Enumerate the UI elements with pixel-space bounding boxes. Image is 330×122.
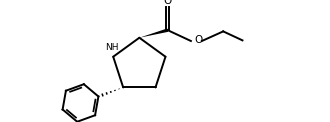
Text: O: O [195, 35, 203, 45]
Polygon shape [139, 28, 168, 38]
Text: O: O [164, 0, 172, 6]
Text: NH: NH [105, 43, 118, 52]
